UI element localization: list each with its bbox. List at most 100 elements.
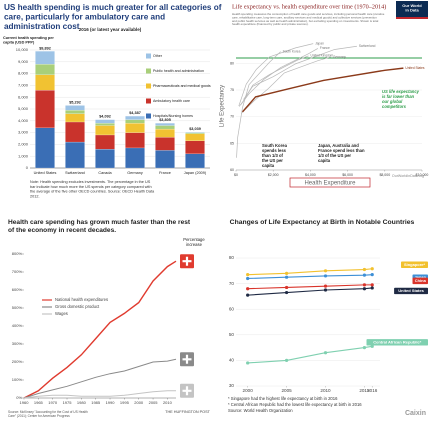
marker	[362, 346, 367, 350]
series-line	[247, 268, 373, 276]
series-label: Japan	[414, 275, 426, 280]
bar-segment	[35, 51, 55, 65]
marker	[323, 351, 328, 355]
y-tick-label: 80	[230, 61, 234, 65]
y-tick-label: 60	[230, 168, 234, 172]
chart-title: Health care spending has grown much fast…	[8, 219, 191, 234]
end-label-box	[394, 287, 428, 295]
y-tick-label: 70	[230, 115, 234, 119]
bar-segment	[35, 64, 55, 75]
marker	[246, 293, 250, 297]
y-tick-label: 50	[229, 332, 235, 337]
footnote: Source: World Health Organization	[228, 408, 293, 413]
marker	[370, 283, 374, 287]
text-line: in Data	[405, 8, 419, 13]
x-tick-label: $6,000	[342, 173, 353, 177]
source: Source: McKinsey "Accounting for the Cos…	[8, 410, 88, 418]
bar-segment	[155, 137, 175, 151]
y-tick-label: 30	[229, 383, 235, 388]
series-label: Germany	[333, 55, 347, 59]
text-line: bar indicate how much more the US spends…	[30, 185, 152, 189]
bar-segment	[185, 131, 205, 133]
bar-segment	[95, 123, 115, 126]
bar-segment	[95, 149, 115, 169]
total-label: $9,892	[39, 46, 51, 50]
y-tick-label: 40	[229, 358, 235, 363]
series-line	[247, 287, 373, 296]
bar-segment	[125, 123, 145, 133]
text-line: of the economy in recent decades.	[8, 227, 116, 234]
text-line: France spend less than	[318, 148, 365, 153]
badge-cross	[182, 256, 192, 266]
legend-swatch	[146, 113, 151, 119]
y-tick-label: 400%	[12, 323, 23, 328]
bar-segment	[65, 113, 85, 123]
text-line: our global	[382, 99, 403, 104]
annotation: Japan, Australia and France spend less th…	[318, 143, 365, 163]
y-tick-label: 2,000	[18, 141, 29, 146]
badge-cross	[182, 386, 192, 396]
marker	[284, 275, 289, 279]
total-label: $4,092	[99, 115, 111, 119]
y-tick-label: 80	[229, 255, 235, 260]
legend-swatch	[146, 53, 151, 59]
legend-label: Pharmaceuticals and medical goods	[153, 84, 211, 88]
text-line: competitors	[382, 104, 407, 109]
legend-swatch	[146, 68, 151, 74]
x-tick-label: 2005	[281, 388, 292, 393]
legend-label: Other	[153, 54, 163, 58]
y-tick-label: 0	[26, 165, 29, 170]
bar-segment	[125, 132, 145, 149]
series-label: South Korea	[283, 49, 301, 53]
series-line	[236, 51, 281, 158]
series-line	[238, 55, 309, 107]
text-line: 1/3 of the US per	[318, 153, 351, 158]
marker	[362, 267, 367, 272]
marker	[370, 344, 374, 348]
legend-swatch	[146, 83, 151, 89]
text-line: is far lower than	[382, 94, 415, 99]
series-label: Central African Republic*	[373, 339, 422, 344]
text-line: care, rehabilitative care, long-term car…	[232, 15, 377, 19]
x-tick-label: Switzerland	[65, 171, 85, 175]
x-tick-label: 2016	[367, 388, 378, 393]
x-tick-label: 2000	[243, 388, 254, 393]
x-tick-label: 2015	[359, 388, 370, 393]
bar-segment	[95, 134, 115, 150]
total-label: $4,387	[129, 111, 141, 115]
y-tick-label: 10,000	[16, 47, 29, 52]
chart-title: Life expectancy vs. health expenditure o…	[232, 3, 386, 10]
bar-segment	[65, 110, 85, 114]
x-tick-label: 1990	[106, 400, 116, 405]
text-line: US health spending is much greater for a…	[4, 3, 222, 12]
text-line: and public health services as well as he…	[232, 19, 379, 23]
series-line	[23, 358, 177, 399]
text-line: Our World	[402, 3, 422, 8]
bar-segment	[95, 125, 115, 136]
legend-label: Wages	[55, 311, 68, 316]
y-tick-label: 800%	[12, 251, 23, 256]
legend-label: Ambulatory health care	[153, 99, 190, 103]
marker	[284, 290, 289, 295]
series-label: United States	[405, 66, 425, 70]
x-tick-label: 1980	[77, 400, 87, 405]
y-tick-label: 700%	[12, 269, 23, 274]
legend-label: National health expenditures	[55, 297, 108, 302]
text-line: capita	[262, 163, 275, 168]
x-tick-label: $10,000	[416, 173, 429, 177]
y-tick-label: 600%	[12, 287, 23, 292]
text-line: health expenditure (financed by public a…	[232, 22, 309, 26]
x-tick-label: Canada	[98, 171, 112, 175]
text-line: the US per	[262, 158, 283, 163]
series-line	[247, 274, 373, 280]
x-axis-label-box	[289, 177, 371, 188]
y-tick-label: 1,000	[18, 153, 29, 158]
text-line: care, particularly for ambulatory care a…	[4, 13, 165, 22]
chart-title: Changes of Life Expectancy at Birth in N…	[230, 219, 415, 226]
y-tick-label: 200%	[12, 359, 23, 364]
marker	[246, 273, 250, 277]
series-label: China	[415, 278, 427, 283]
y-tick-label: 300%	[12, 341, 23, 346]
text-line: Health care spending has grown much fast…	[8, 219, 191, 226]
text-line: capita (USD PPP)	[3, 41, 35, 45]
